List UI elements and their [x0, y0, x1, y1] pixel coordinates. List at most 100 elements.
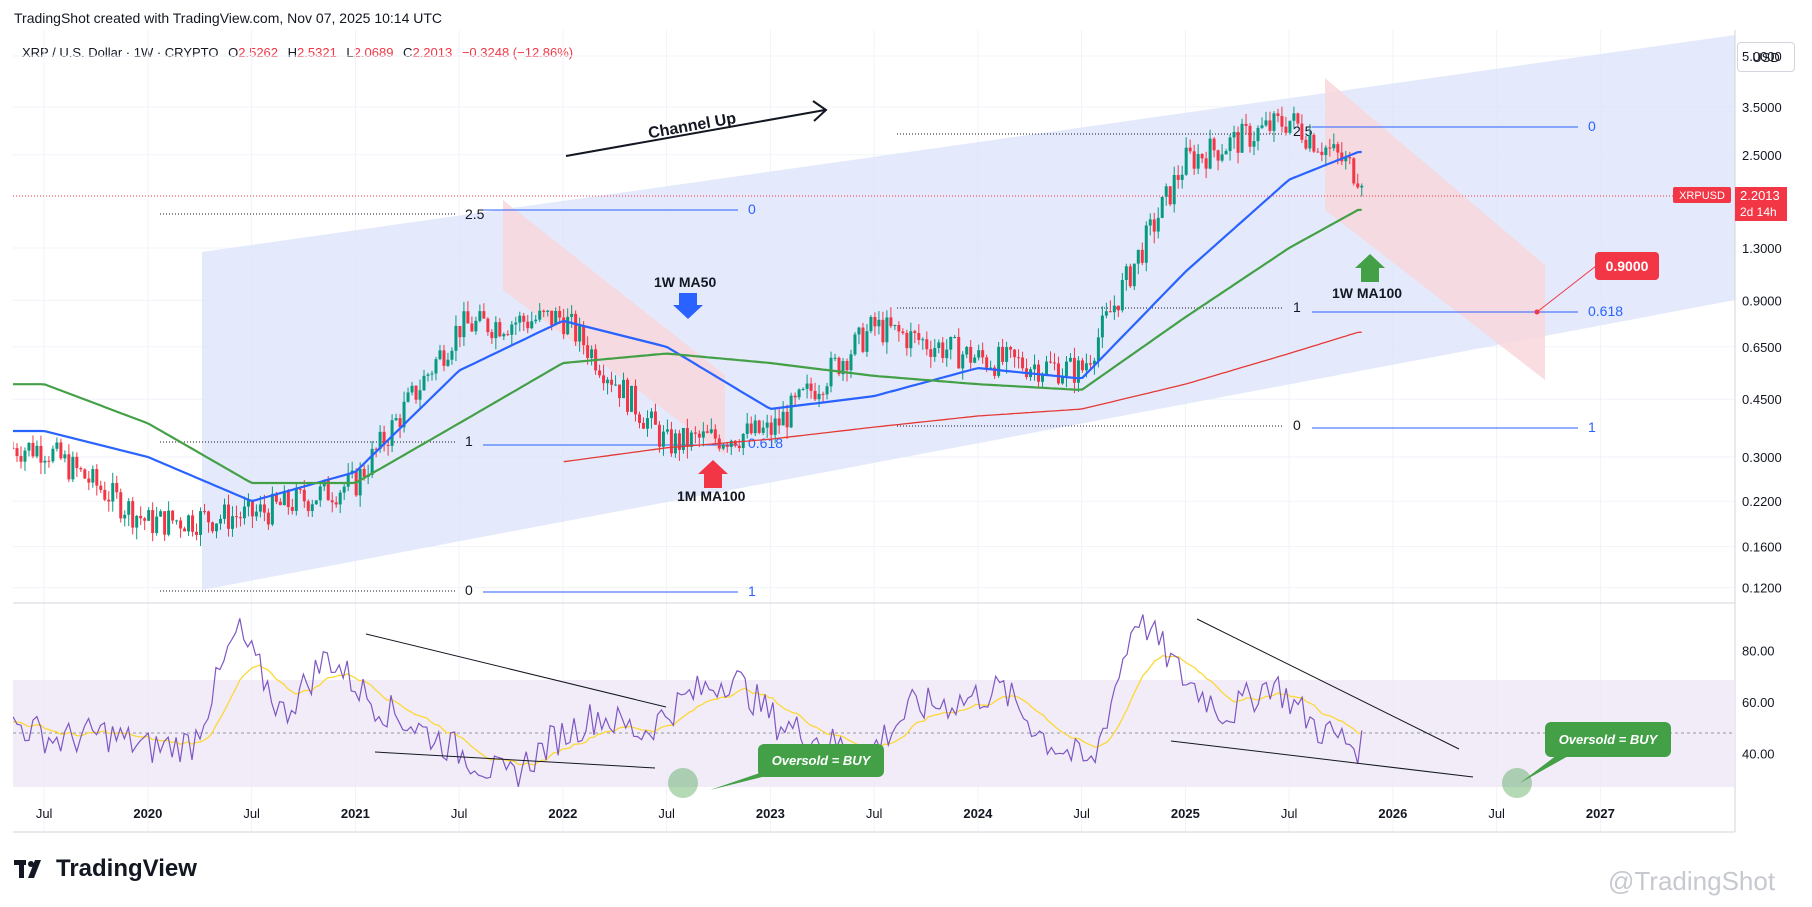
candle-body: [87, 478, 91, 483]
candle-body: [933, 348, 937, 357]
candle-body: [749, 423, 753, 434]
candle-body: [1240, 123, 1244, 153]
candle-body: [406, 392, 410, 402]
candle-body: [1080, 360, 1084, 371]
ma100w-label: 1W MA100: [1332, 285, 1402, 301]
time-tick-label: Jul: [1281, 806, 1298, 821]
candle-body: [793, 395, 797, 398]
candle-body: [981, 350, 985, 358]
candle-body: [857, 327, 861, 335]
price-tick-label: 5.0000: [1742, 49, 1782, 64]
rsi-pane[interactable]: 80.00 60.00 40.00 Oversold = BUY Oversold …: [13, 602, 1775, 798]
author-watermark: @TradingShot: [1608, 866, 1776, 896]
candle-body: [1236, 131, 1240, 153]
oversold-label-1: Oversold = BUY: [772, 753, 872, 768]
candle-body: [941, 342, 945, 359]
candle-body: [657, 424, 661, 447]
ma-line-3: [563, 331, 1362, 463]
candle-body: [306, 501, 310, 512]
candle-body: [374, 448, 378, 450]
high-label: H: [287, 45, 298, 60]
time-tick-label: Jul: [451, 806, 468, 821]
candle-body: [1216, 150, 1220, 161]
candle-body: [103, 489, 107, 500]
candle-body: [1204, 158, 1208, 169]
candle-body: [921, 339, 925, 341]
candle-body: [1160, 196, 1164, 218]
candle-body: [1084, 363, 1088, 371]
candle-body: [1196, 154, 1200, 169]
candle-body: [865, 331, 869, 352]
time-axis[interactable]: Jul 2020 Jul 2021 Jul 2022 Jul 2023 Jul 2024 Jul 20…: [13, 806, 1735, 833]
candle-body: [1072, 357, 1076, 383]
candle-body: [19, 456, 23, 462]
candle-body: [1092, 360, 1096, 365]
moving-averages: [13, 150, 1362, 503]
time-tick-label: 2022: [548, 806, 577, 821]
candle-body: [151, 510, 155, 534]
candle-body: [530, 321, 534, 329]
candle-body: [861, 327, 865, 352]
candle-body: [833, 357, 837, 359]
candle-body: [909, 331, 913, 349]
candle-body: [554, 310, 558, 326]
channel-up-label: Channel Up: [647, 110, 738, 142]
price-tick-label: 0.1200: [1742, 581, 1782, 596]
candle-body: [418, 390, 422, 400]
candle-body: [1108, 311, 1112, 313]
candle-body: [15, 448, 19, 457]
ma100-week-marker: 1W MA100: [1332, 254, 1402, 301]
candle-body: [685, 427, 689, 447]
candle-body: [79, 468, 83, 470]
fib2-level-mid: 1: [1293, 299, 1301, 315]
candle-body: [1001, 346, 1005, 362]
candle-body: [1248, 125, 1252, 147]
price-axis[interactable]: 5.0000 3.5000 2.5000 1.3000 0.9000 0.6500 0.45…: [1734, 30, 1782, 832]
candle-body: [725, 444, 729, 447]
candle-body: [905, 333, 909, 349]
candle-body: [430, 373, 434, 375]
candle-body: [1224, 151, 1228, 155]
candle-body: [462, 311, 466, 338]
price-tag-symbol: XRPUSD: [1679, 190, 1725, 202]
candle-body: [127, 501, 131, 515]
candle-body: [949, 336, 953, 350]
candle-body: [1264, 120, 1268, 126]
rsi-tick-label: 40.00: [1742, 746, 1775, 761]
candle-body: [334, 502, 338, 505]
candle-body: [917, 332, 921, 340]
time-tick-label: 2024: [963, 806, 993, 821]
currency-selector[interactable]: USD: [1737, 42, 1795, 72]
candle-body: [298, 488, 302, 490]
candle-body: [238, 517, 242, 519]
candle-body: [777, 418, 781, 426]
candle-body: [13, 447, 15, 449]
candle-body: [526, 321, 530, 329]
candle-body: [203, 511, 207, 513]
candle-body: [1096, 337, 1100, 361]
candle-body: [805, 383, 809, 389]
candle-body: [71, 456, 75, 480]
candle-body: [705, 431, 709, 433]
candle-body: [574, 313, 578, 342]
candle-body: [59, 442, 63, 459]
candle-body: [606, 379, 610, 384]
candle-body: [382, 431, 386, 445]
price-tick-label: 0.4500: [1742, 392, 1782, 407]
candle-body: [1124, 266, 1128, 280]
candle-body: [761, 427, 765, 433]
candle-body: [789, 395, 793, 428]
candle-body: [1344, 157, 1348, 162]
candle-body: [522, 315, 526, 322]
time-tick-label: 2025: [1171, 806, 1200, 821]
candle-body: [310, 504, 314, 512]
candle-body: [1017, 357, 1021, 359]
candle-body: [506, 334, 510, 336]
candle-body: [314, 500, 318, 505]
ma-line-1: [13, 150, 1362, 503]
candle-body: [1088, 363, 1092, 365]
candle-body: [502, 334, 506, 337]
fib-retracement-2025[interactable]: 2.5 1 0 0 0.618 1: [897, 118, 1623, 435]
candle-body: [1180, 174, 1184, 180]
